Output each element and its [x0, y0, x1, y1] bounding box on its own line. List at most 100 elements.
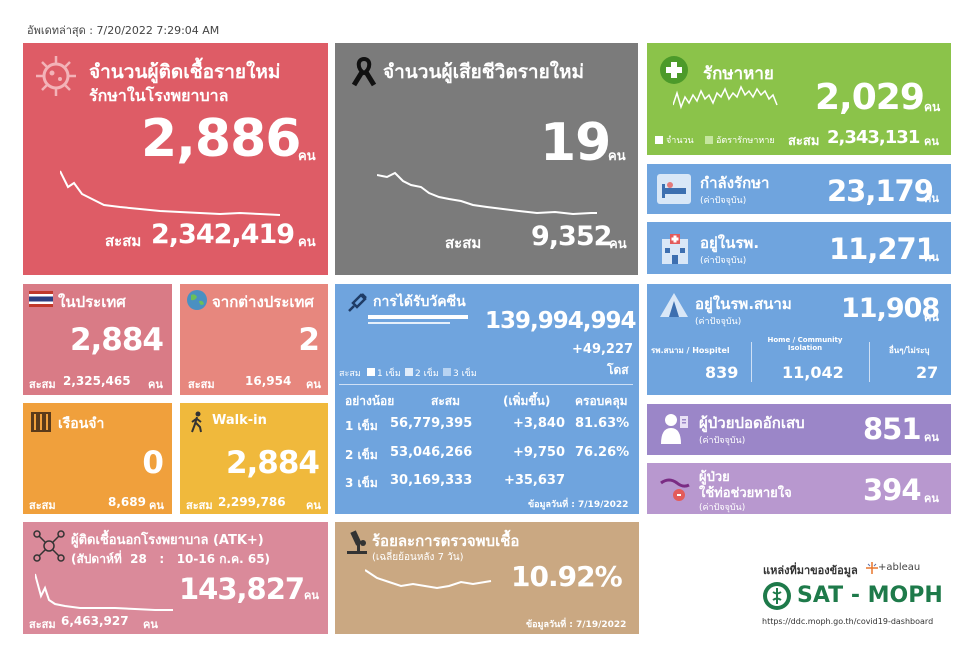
globe-icon [186, 289, 208, 311]
field-c2-label: Home / Community Isolation [767, 336, 843, 352]
field-sub: (ค่าปัจจุบัน) [695, 317, 742, 327]
vaccine-bar-cum [368, 315, 468, 319]
hospital-unit: คน [924, 251, 939, 264]
legend-rate-label: อัตรารักษาหาย [716, 136, 775, 146]
source-url[interactable]: https://ddc.moph.go.th/covid19-dashboard [762, 617, 934, 626]
hospital-tile[interactable]: อยู่ในรพ. (ค่าปัจจุบัน) 11,271 คน [647, 222, 951, 274]
hospital-title: อยู่ในรพ. [700, 234, 760, 252]
legend-count-label: จำนวน [666, 136, 694, 146]
syringe-icon [345, 291, 369, 315]
ventilator-tile[interactable]: ผู้ป่วย ใช้ท่อช่วยหายใจ (ค่าปัจจุบัน) 39… [647, 463, 951, 514]
field-unit: คน [924, 311, 939, 324]
prison-title: เรือนจำ [58, 416, 105, 432]
treating-tile[interactable]: กำลังรักษา (ค่าปัจจุบัน) 23,179 คน [647, 164, 951, 214]
deaths-trend-line [377, 171, 597, 216]
virus-icon [33, 53, 79, 99]
vaccine-row-cum: 53,046,266 [390, 445, 473, 460]
pneumonia-tile[interactable]: ผู้ป่วยปอดอักเสบ (ค่าปัจจุบัน) 851 คน [647, 404, 951, 455]
vaccine-header-cum: สะสม [431, 394, 461, 408]
atk-cum-label: สะสม [29, 618, 56, 631]
prison-value: 0 [142, 445, 164, 481]
atk-unit: คน [304, 589, 319, 602]
field-c1-label: รพ.สนาม / Hospitel [651, 346, 730, 355]
field-value: 11,908 [841, 293, 940, 324]
source-brand: SAT - MOPH [797, 583, 943, 608]
new-cases-tile[interactable]: จำนวนผู้ติดเชื้อรายใหม่ รักษาในโรงพยาบาล… [23, 43, 328, 275]
recovered-tile[interactable]: รักษาหาย 2,029 คน จำนวน อัตรารักษาหาย สะ… [647, 43, 951, 155]
legend-dose1-swatch [367, 368, 375, 376]
prison-tile[interactable]: เรือนจำ 0 สะสม 8,689 คน [23, 403, 172, 514]
new-cases-subtitle: รักษาในโรงพยาบาล [89, 86, 229, 105]
hospital-sub: (ค่าปัจจุบัน) [700, 256, 747, 266]
recovered-trend-line [673, 85, 778, 110]
prison-cum-label: สะสม [29, 499, 56, 512]
vaccine-row-inc: +3,840 [512, 416, 565, 431]
atk-trend-line [35, 573, 173, 611]
positivity-trend-line [365, 569, 492, 590]
positivity-value: 10.92% [511, 560, 623, 593]
vaccine-header-dose: อย่างน้อย [345, 394, 395, 408]
deaths-cum-unit: คน [609, 237, 627, 252]
recovered-cum-label: สะสม [788, 134, 820, 149]
ventilator-sub: (ค่าปัจจุบัน) [699, 503, 746, 513]
treating-value: 23,179 [827, 174, 934, 208]
new-cases-trend-line [60, 170, 281, 216]
positivity-tile[interactable]: ร้อยละการตรวจพบเชื้อ (เฉลี่ยย้อนหลัง 7 ว… [335, 522, 639, 634]
vaccine-row-inc: +9,750 [512, 445, 565, 460]
hospital-icon [661, 234, 689, 264]
vaccine-legend-dose3: 3 เข็ม [453, 369, 477, 379]
vaccine-row-coverage: 81.63% [575, 416, 630, 431]
deaths-unit: คน [608, 149, 626, 164]
walkin-cum: 2,299,786 [218, 495, 286, 509]
vaccine-row-inc: +35,637 [503, 473, 565, 488]
domestic-tile[interactable]: ในประเทศ 2,884 สะสม 2,325,465 คน [23, 284, 172, 395]
ventilator-value: 394 [863, 473, 922, 507]
atk-tile[interactable]: ผู้ติดเชื้อนอกโรงพยาบาล (ATK+) (สัปดาห์ท… [23, 522, 328, 634]
field-c3-label: อื่นๆ/ไม่ระบุ [889, 346, 930, 355]
walkin-cum-unit: คน [306, 499, 321, 512]
tableau-text: +ableau [878, 562, 921, 573]
recovered-unit: คน [924, 100, 941, 114]
medical-cross-icon [659, 55, 689, 85]
positivity-sub: (เฉลี่ยย้อนหลัง 7 วัน) [372, 552, 464, 563]
walkin-tile[interactable]: Walk-in 2,884 สะสม 2,299,786 คน [180, 403, 328, 514]
walking-person-icon [189, 411, 205, 433]
recovered-value: 2,029 [815, 77, 925, 118]
source-label: แหล่งที่มาของข้อมูล [763, 564, 858, 577]
recovered-cum-unit: คน [924, 135, 939, 148]
ventilator-tube-icon [659, 475, 691, 503]
new-cases-title: จำนวนผู้ติดเชื้อรายใหม่ [89, 61, 281, 83]
domestic-cum: 2,325,465 [63, 374, 131, 388]
field-c2: 11,042 [782, 363, 844, 382]
field-c1: 839 [705, 363, 739, 382]
field-hospital-tile[interactable]: อยู่ในรพ.สนาม (ค่าปัจจุบัน) 11,908 คน รพ… [647, 284, 951, 395]
abroad-cum-label: สะสม [188, 378, 215, 391]
new-cases-cum-label: สะสม [105, 232, 142, 250]
abroad-cum: 16,954 [245, 374, 292, 388]
vaccine-tile[interactable]: การได้รับวัคซีน 139,994,994 +49,227 โดส … [335, 284, 639, 514]
new-cases-cum-unit: คน [298, 235, 316, 250]
recovered-cum: 2,343,131 [827, 127, 920, 148]
atk-cum: 6,463,927 [61, 614, 129, 628]
atk-cum-unit: คน [143, 618, 158, 631]
vaccine-row-coverage: 76.26% [575, 445, 630, 460]
abroad-value: 2 [298, 322, 320, 358]
ventilator-title1: ผู้ป่วย [699, 470, 730, 485]
new-cases-value: 2,886 [141, 109, 301, 169]
deaths-cum-label: สะสม [445, 234, 482, 252]
new-cases-cum: 2,342,419 [151, 219, 295, 250]
prison-cum-unit: คน [149, 499, 164, 512]
domestic-cum-unit: คน [148, 378, 163, 391]
vaccine-date: ข้อมูลวันที่ : 7/19/2022 [528, 500, 629, 510]
hospital-bed-icon [657, 174, 691, 204]
deaths-title: จำนวนผู้เสียชีวิตรายใหม่ [383, 61, 585, 83]
field-c3: 27 [916, 363, 939, 382]
treating-sub: (ค่าปัจจุบัน) [700, 196, 747, 206]
abroad-tile[interactable]: จากต่างประเทศ 2 สะสม 16,954 คน [180, 284, 328, 395]
pneumonia-value: 851 [863, 412, 922, 446]
ventilator-unit: คน [924, 492, 939, 505]
deaths-tile[interactable]: จำนวนผู้เสียชีวิตรายใหม่ 19 คน สะสม 9,35… [335, 43, 638, 275]
thai-flag-icon [29, 291, 53, 307]
atk-week: (สัปดาห์ที่ 28 : 10-16 ก.ค. 65) [71, 552, 271, 566]
vaccine-header-coverage: ครอบคลุม [575, 394, 628, 408]
